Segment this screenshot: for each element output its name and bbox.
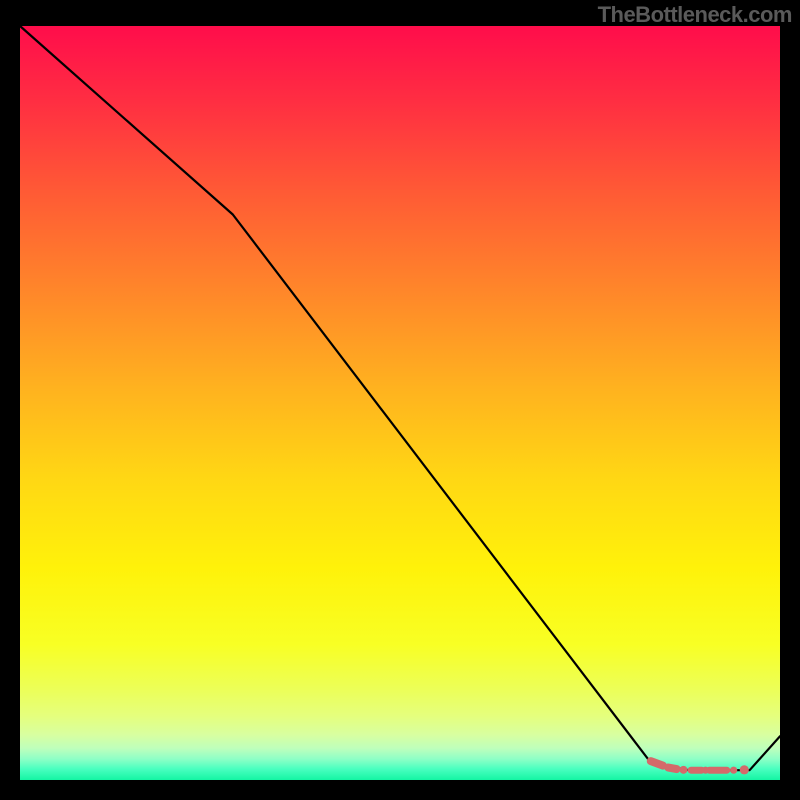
marker-dash [668,768,676,770]
chart-svg [0,0,800,800]
marker-dot [679,766,687,774]
watermark-text: TheBottleneck.com [598,2,792,28]
marker-dash [651,761,663,766]
marker-dot [740,765,749,774]
marker-dot [702,767,709,774]
chart-frame: TheBottleneck.com [0,0,800,800]
plot-gradient-background [20,26,780,780]
marker-dot [730,767,737,774]
